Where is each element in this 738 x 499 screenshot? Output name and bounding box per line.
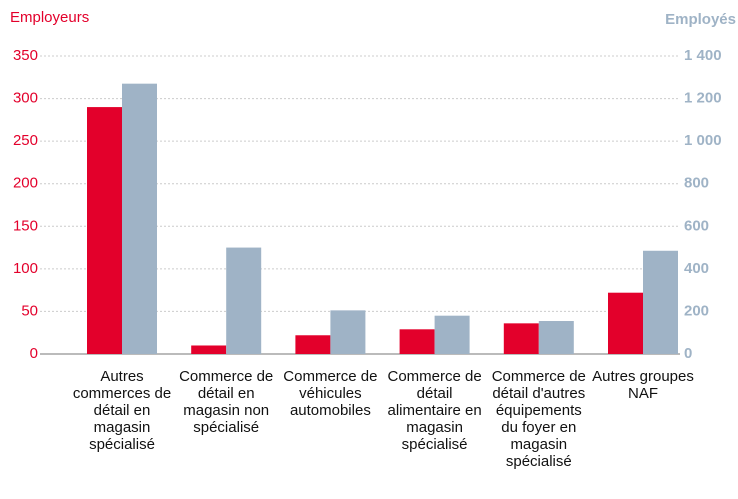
y2-tick-label: 400 xyxy=(684,260,709,277)
bar xyxy=(434,315,470,354)
y2-tick-label: 1 000 xyxy=(684,132,722,149)
x-tick-label: Commerce de détail en magasin non spécia… xyxy=(179,368,274,436)
bar xyxy=(399,329,435,354)
y2-tick-label: 200 xyxy=(684,302,709,319)
bar xyxy=(226,247,262,354)
y-tick-label: 50 xyxy=(21,302,38,319)
y-tick-label: 100 xyxy=(13,260,38,277)
bar xyxy=(608,292,643,354)
x-tick-label: Autres commerces de détail en magasin sp… xyxy=(72,368,172,453)
x-tick-label: Commerce de détail d'autres équipements … xyxy=(491,368,586,470)
y2-tick-label: 600 xyxy=(684,217,709,234)
y2-tick-label: 0 xyxy=(684,345,692,362)
y2-axis-title: Employés xyxy=(665,11,736,28)
y-tick-label: 250 xyxy=(13,132,38,149)
bar xyxy=(330,310,366,354)
bar xyxy=(538,321,574,354)
y-tick-label: 300 xyxy=(13,90,38,107)
bar xyxy=(295,335,331,354)
x-tick-label: Autres groupes NAF xyxy=(592,368,694,402)
y-tick-label: 0 xyxy=(30,345,38,362)
x-tick-label: Commerce de détail alimentaire en magasi… xyxy=(387,368,482,453)
y-tick-label: 150 xyxy=(13,217,38,234)
bar xyxy=(643,250,678,354)
bar xyxy=(503,323,539,354)
y-axis-title: Employeurs xyxy=(10,9,89,26)
y-tick-label: 350 xyxy=(13,47,38,64)
bar xyxy=(122,83,157,355)
y2-tick-label: 1 400 xyxy=(684,47,722,64)
bar xyxy=(191,345,227,354)
x-tick-label: Commerce de véhicules automobiles xyxy=(283,368,378,419)
y2-tick-label: 800 xyxy=(684,175,709,192)
bar xyxy=(87,107,122,354)
y-tick-label: 200 xyxy=(13,175,38,192)
y2-tick-label: 1 200 xyxy=(684,90,722,107)
